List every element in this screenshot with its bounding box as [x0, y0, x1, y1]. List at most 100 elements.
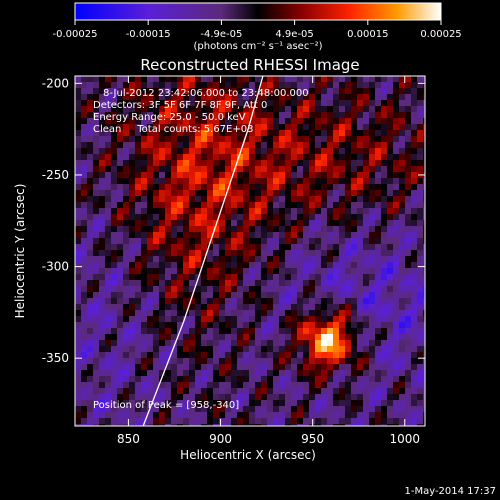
heatmap-cell	[99, 406, 106, 413]
heatmap-cell	[279, 184, 286, 191]
heatmap-cell	[201, 298, 208, 305]
heatmap-cell	[315, 82, 322, 89]
heatmap-cell	[177, 238, 184, 245]
heatmap-cell	[201, 130, 208, 137]
heatmap-cell	[231, 196, 238, 203]
heatmap-cell	[201, 412, 208, 419]
heatmap-cell	[423, 280, 425, 287]
heatmap-cell	[171, 298, 178, 305]
heatmap-cell	[159, 250, 166, 257]
heatmap-cell	[279, 88, 286, 95]
heatmap-cell	[405, 244, 412, 251]
heatmap-cell	[327, 262, 334, 269]
heatmap-cell	[177, 202, 184, 209]
heatmap-cell	[351, 322, 358, 329]
heatmap-cell	[225, 394, 232, 401]
heatmap-cell	[273, 142, 280, 149]
heatmap-cell	[141, 160, 148, 167]
heatmap-cell	[327, 76, 334, 83]
heatmap-cell	[105, 292, 112, 299]
heatmap-cell	[255, 208, 262, 215]
heatmap-cell	[285, 382, 292, 389]
heatmap-cell	[405, 364, 412, 371]
heatmap-cell	[231, 322, 238, 329]
heatmap-cell	[255, 280, 262, 287]
heatmap-cell	[393, 118, 400, 125]
heatmap-cell	[423, 376, 425, 383]
heatmap-cell	[153, 220, 160, 227]
heatmap-cell	[375, 226, 382, 233]
heatmap-cell	[201, 190, 208, 197]
heatmap-cell	[201, 280, 208, 287]
heatmap-cell	[387, 94, 394, 101]
heatmap-cell	[411, 166, 418, 173]
heatmap-cell	[201, 292, 208, 299]
heatmap-cell	[249, 118, 256, 125]
heatmap-cell	[129, 364, 136, 371]
heatmap-cell	[333, 292, 340, 299]
heatmap-cell	[231, 418, 238, 425]
heatmap-cell	[171, 382, 178, 389]
heatmap-cell	[231, 250, 238, 257]
heatmap-cell	[99, 106, 106, 113]
heatmap-cell	[159, 196, 166, 203]
heatmap-cell	[309, 370, 316, 377]
heatmap-cell	[117, 94, 124, 101]
heatmap-cell	[189, 100, 196, 107]
heatmap-cell	[279, 346, 286, 353]
heatmap-cell	[309, 100, 316, 107]
heatmap-cell	[75, 160, 82, 167]
heatmap-cell	[123, 82, 130, 89]
heatmap-cell	[423, 220, 425, 227]
heatmap-cell	[273, 166, 280, 173]
heatmap-cell	[201, 340, 208, 347]
heatmap-cell	[303, 358, 310, 365]
heatmap-cell	[147, 352, 154, 359]
heatmap-cell	[351, 370, 358, 377]
heatmap-cell	[393, 226, 400, 233]
heatmap-cell	[321, 190, 328, 197]
heatmap-cell	[285, 388, 292, 395]
heatmap-cell	[405, 304, 412, 311]
heatmap-cell	[279, 220, 286, 227]
heatmap-cell	[339, 136, 346, 143]
heatmap-cell	[321, 142, 328, 149]
heatmap-cell	[219, 268, 226, 275]
heatmap-cell	[363, 376, 370, 383]
heatmap-cell	[189, 400, 196, 407]
heatmap-cell	[225, 376, 232, 383]
heatmap-cell	[267, 406, 274, 413]
heatmap-cell	[363, 226, 370, 233]
heatmap-cell	[327, 412, 334, 419]
heatmap-cell	[201, 196, 208, 203]
heatmap-cell	[315, 388, 322, 395]
heatmap-cell	[411, 82, 418, 89]
heatmap-cell	[333, 256, 340, 263]
heatmap-cell	[411, 328, 418, 335]
heatmap-cell	[369, 136, 376, 143]
heatmap-cell	[219, 370, 226, 377]
heatmap-cell	[273, 94, 280, 101]
heatmap-cell	[297, 274, 304, 281]
heatmap-cell	[183, 274, 190, 281]
heatmap-cell	[207, 388, 214, 395]
heatmap-cell	[219, 208, 226, 215]
heatmap-cell	[345, 94, 352, 101]
heatmap-cell	[93, 394, 100, 401]
heatmap-cell	[93, 88, 100, 95]
heatmap-cell	[327, 286, 334, 293]
heatmap-cell	[351, 76, 358, 83]
heatmap-cell	[393, 286, 400, 293]
heatmap-cell	[177, 94, 184, 101]
heatmap-cell	[267, 94, 274, 101]
heatmap-cell	[327, 208, 334, 215]
heatmap-cell	[177, 100, 184, 107]
heatmap-cell	[171, 274, 178, 281]
heatmap-cell	[147, 316, 154, 323]
heatmap-cell	[225, 112, 232, 119]
heatmap-cell	[141, 250, 148, 257]
heatmap-cell	[117, 328, 124, 335]
heatmap-cell	[423, 316, 425, 323]
annotation-peak-position: Position of Peak = [958,-340]	[93, 400, 239, 411]
heatmap-cell	[321, 316, 328, 323]
